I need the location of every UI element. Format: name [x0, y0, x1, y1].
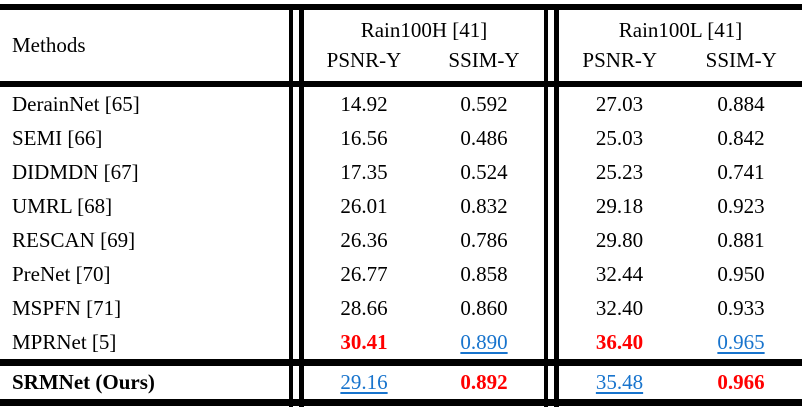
method-cell: RESCAN [69] — [12, 227, 136, 252]
table-row-derainnet: DerainNet [65] 14.92 0.592 27.03 0.884 — [0, 87, 802, 121]
rain100h-header-group: Rain100H [41] PSNR-Y SSIM-Y — [304, 10, 559, 81]
top-rule — [0, 4, 802, 10]
table-row-didmdn: DIDMDN [67] 17.35 0.524 25.23 0.741 — [0, 155, 802, 189]
rain100h-psnr-header: PSNR-Y — [326, 48, 402, 72]
table-row-prenet: PreNet [70] 26.77 0.858 32.44 0.950 — [0, 257, 802, 291]
rain100h-psnr-cell: 26.01 — [340, 193, 388, 218]
rain100h-psnr-cell: 26.77 — [340, 261, 388, 286]
rain100h-title: Rain100H [41] — [360, 18, 488, 42]
methods-header: Methods — [12, 33, 86, 57]
table-row-semi: SEMI [66] 16.56 0.486 25.03 0.842 — [0, 121, 802, 155]
rain100l-ssim-cell: 0.950 — [717, 261, 765, 286]
rain100l-psnr-header: PSNR-Y — [582, 48, 658, 72]
method-cell: UMRL [68] — [12, 193, 113, 218]
rain100l-psnr-cell: 35.48 — [595, 370, 644, 394]
method-cell: PreNet [70] — [12, 261, 111, 286]
rain100h-ssim-cell: 0.786 — [460, 227, 508, 252]
rain100l-ssim-cell: 0.923 — [717, 193, 765, 218]
rain100l-psnr-cell: 25.23 — [595, 159, 644, 184]
rain100h-psnr-cell: 30.41 — [340, 329, 388, 354]
method-cell: DIDMDN [67] — [12, 159, 139, 184]
rain100h-psnr-cell: 16.56 — [340, 125, 388, 150]
rain100h-ssim-cell: 0.858 — [460, 261, 508, 286]
method-cell: SRMNet (Ours) — [12, 370, 155, 394]
rain100h-ssim-cell: 0.892 — [460, 370, 508, 394]
method-cell: SEMI [66] — [12, 125, 103, 150]
rain100h-ssim-cell: 0.486 — [460, 125, 508, 150]
table-header-row: Methods Rain100H [41] PSNR-Y SSIM-Y Rain… — [0, 10, 802, 81]
table-row-mprnet: MPRNet [5] 30.41 0.890 36.40 0.965 — [0, 325, 802, 359]
table-row-mspfn: MSPFN [71] 28.66 0.860 32.40 0.933 — [0, 291, 802, 325]
method-cell: MPRNet [5] — [12, 329, 117, 354]
rain100l-psnr-cell: 29.80 — [595, 227, 644, 252]
method-cell: MSPFN [71] — [12, 295, 122, 320]
rain100l-psnr-cell: 32.44 — [595, 261, 644, 286]
table-row-srmnet-ours: SRMNet (Ours) 29.16 0.892 35.48 0.966 — [0, 366, 802, 399]
table-row-umrl: UMRL [68] 26.01 0.832 29.18 0.923 — [0, 189, 802, 223]
rain100l-ssim-cell: 0.965 — [717, 329, 765, 354]
rain100h-subheaders: PSNR-Y SSIM-Y — [304, 48, 544, 73]
rain100l-psnr-cell: 25.03 — [595, 125, 644, 150]
header-rule — [0, 81, 802, 87]
rain100h-psnr-cell: 29.16 — [340, 370, 388, 394]
rain100h-ssim-header: SSIM-Y — [448, 48, 520, 72]
table-row-rescan: RESCAN [69] 26.36 0.786 29.80 0.881 — [0, 223, 802, 257]
rain100h-psnr-cell: 17.35 — [340, 159, 388, 184]
rain100l-ssim-cell: 0.881 — [717, 227, 765, 252]
rain100l-psnr-cell: 27.03 — [595, 91, 644, 116]
rain100l-ssim-cell: 0.842 — [717, 125, 765, 150]
rain100h-ssim-cell: 0.592 — [460, 91, 508, 116]
rain100h-ssim-cell: 0.890 — [460, 329, 508, 354]
ours-separator-rule — [0, 359, 802, 366]
rain100l-header-group: Rain100L [41] PSNR-Y SSIM-Y — [559, 10, 802, 81]
rain100h-psnr-cell: 14.92 — [340, 91, 388, 116]
rain100h-ssim-cell: 0.832 — [460, 193, 508, 218]
rain100l-psnr-cell: 29.18 — [595, 193, 644, 218]
rain100l-psnr-cell: 32.40 — [595, 295, 644, 320]
rain100h-psnr-cell: 26.36 — [340, 227, 388, 252]
rain100l-psnr-cell: 36.40 — [595, 329, 644, 354]
rain100l-title: Rain100L [41] — [618, 18, 743, 42]
rain100l-ssim-cell: 0.741 — [717, 159, 765, 184]
rain100h-psnr-cell: 28.66 — [340, 295, 388, 320]
rain100l-ssim-header: SSIM-Y — [705, 48, 777, 72]
method-cell: DerainNet [65] — [12, 91, 140, 116]
rain100l-ssim-cell: 0.933 — [717, 295, 765, 320]
rain100h-ssim-cell: 0.860 — [460, 295, 508, 320]
rain100l-ssim-cell: 0.884 — [717, 91, 765, 116]
rain100h-ssim-cell: 0.524 — [460, 159, 508, 184]
rain100l-ssim-cell: 0.966 — [717, 370, 765, 394]
rain100l-subheaders: PSNR-Y SSIM-Y — [559, 48, 802, 73]
bottom-rule — [0, 399, 802, 406]
